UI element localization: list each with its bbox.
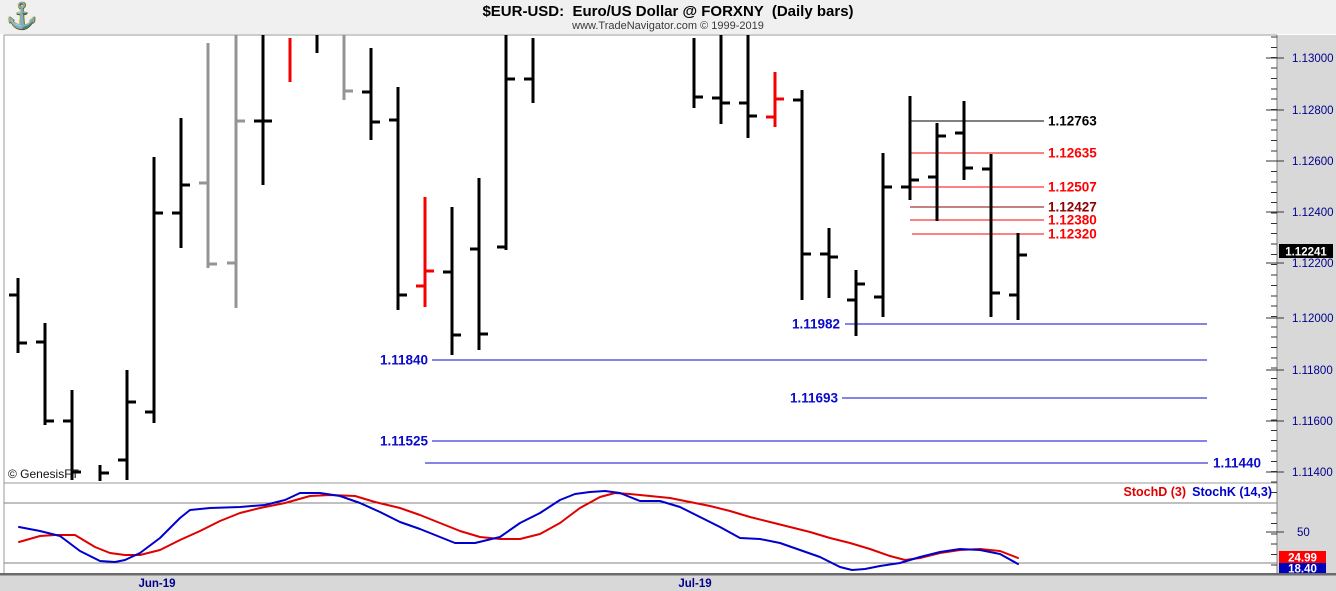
ohlc-bar (199, 43, 217, 268)
level-label-1p12507: 1.12507 (1048, 180, 1097, 195)
ohlc-bar (793, 90, 811, 300)
ohlc-bar (524, 38, 535, 103)
ohlc-bar (227, 35, 245, 308)
level-label-1p11982: 1.11982 (792, 317, 840, 332)
stoch-k-legend-label: StochK (14,3) (1192, 485, 1272, 499)
ohlc-bar (63, 390, 81, 480)
ohlc-bar (692, 38, 703, 108)
chart-title: $EUR-USD: Euro/US Dollar @ FORXNY (Daily… (482, 3, 854, 20)
ohlc-bar (874, 153, 892, 317)
ohlc-bar (342, 35, 353, 100)
level-label-1p12635: 1.12635 (1048, 146, 1097, 161)
price-axis-label: 1.12800 (1292, 105, 1334, 117)
ohlc-bar (1009, 233, 1027, 320)
stoch-d-legend-label: StochD (3) (1124, 485, 1187, 499)
ohlc-bar (847, 270, 865, 336)
ohlc-bar (470, 178, 488, 350)
ohlc-bar (9, 278, 27, 353)
last-price-badge-text: 1.12241 (1285, 247, 1327, 259)
ohlc-bar (901, 96, 919, 200)
stoch-axis-label: 50 (1297, 527, 1310, 539)
genesis-sextant-logo-icon: ⚓ (6, 2, 38, 30)
stoch-d-line (18, 492, 1019, 561)
ohlc-bar (36, 323, 54, 425)
price-axis-label: 1.12200 (1292, 258, 1334, 270)
level-label-1p11440: 1.11440 (1213, 456, 1261, 471)
ohlc-bar (416, 197, 434, 307)
ohlc-bar (820, 228, 838, 298)
ohlc-bar (955, 101, 973, 180)
level-label-1p12320: 1.12320 (1048, 227, 1097, 242)
level-label-1p11693: 1.11693 (790, 391, 839, 406)
level-label-1p11525: 1.11525 (380, 434, 429, 449)
ohlc-bar (389, 87, 407, 310)
month-label: Jun-19 (138, 578, 175, 590)
price-axis-panel[interactable] (1277, 35, 1336, 575)
level-label-1p12427: 1.12427 (1048, 200, 1097, 215)
chart-header: ⚓ $EUR-USD: Euro/US Dollar @ FORXNY (Dai… (0, 0, 1336, 34)
level-label-1p11840: 1.11840 (380, 353, 428, 368)
stoch-d-value-badge (1279, 551, 1326, 564)
level-label-1p12763: 1.12763 (1048, 114, 1097, 129)
ohlc-bar (145, 157, 163, 423)
month-label: Jul-19 (678, 578, 711, 590)
stoch-k-value-text: 18.40 (1288, 564, 1317, 576)
stoch-k-value-badge (1279, 563, 1326, 575)
ohlc-bar (254, 35, 272, 185)
ohlc-bar (497, 35, 515, 250)
ohlc-bar (118, 370, 136, 480)
price-axis-label: 1.13000 (1292, 53, 1334, 65)
ohlc-bar (766, 72, 784, 127)
date-axis-strip[interactable] (0, 575, 1336, 591)
stoch-panel-bottom-border (0, 573, 1336, 576)
ohlc-bar (98, 465, 109, 481)
price-axis-label: 1.12600 (1292, 156, 1334, 168)
price-axis-label: 1.11600 (1292, 416, 1333, 428)
stoch-d-value-text: 24.99 (1288, 553, 1317, 565)
last-price-badge (1279, 244, 1333, 258)
price-axis-label: 1.12000 (1292, 313, 1334, 325)
price-axis-label: 1.12400 (1292, 207, 1334, 219)
ohlc-bar (362, 48, 380, 140)
ohlc-bar (982, 154, 1000, 317)
stoch-k-line (18, 490, 1019, 571)
genesis-watermark: © GenesisFT (8, 467, 80, 481)
ohlc-bar (928, 123, 946, 221)
level-label-1p12380: 1.12380 (1048, 213, 1097, 228)
ohlc-bar (172, 118, 190, 248)
chart-subtitle: www.TradeNavigator.com © 1999-2019 (572, 20, 764, 32)
price-axis-label: 1.11800 (1292, 365, 1333, 377)
ohlc-bar (739, 35, 757, 138)
ohlc-bar (712, 35, 730, 124)
price-axis-label: 1.11400 (1292, 467, 1333, 479)
ohlc-bar (443, 207, 461, 355)
